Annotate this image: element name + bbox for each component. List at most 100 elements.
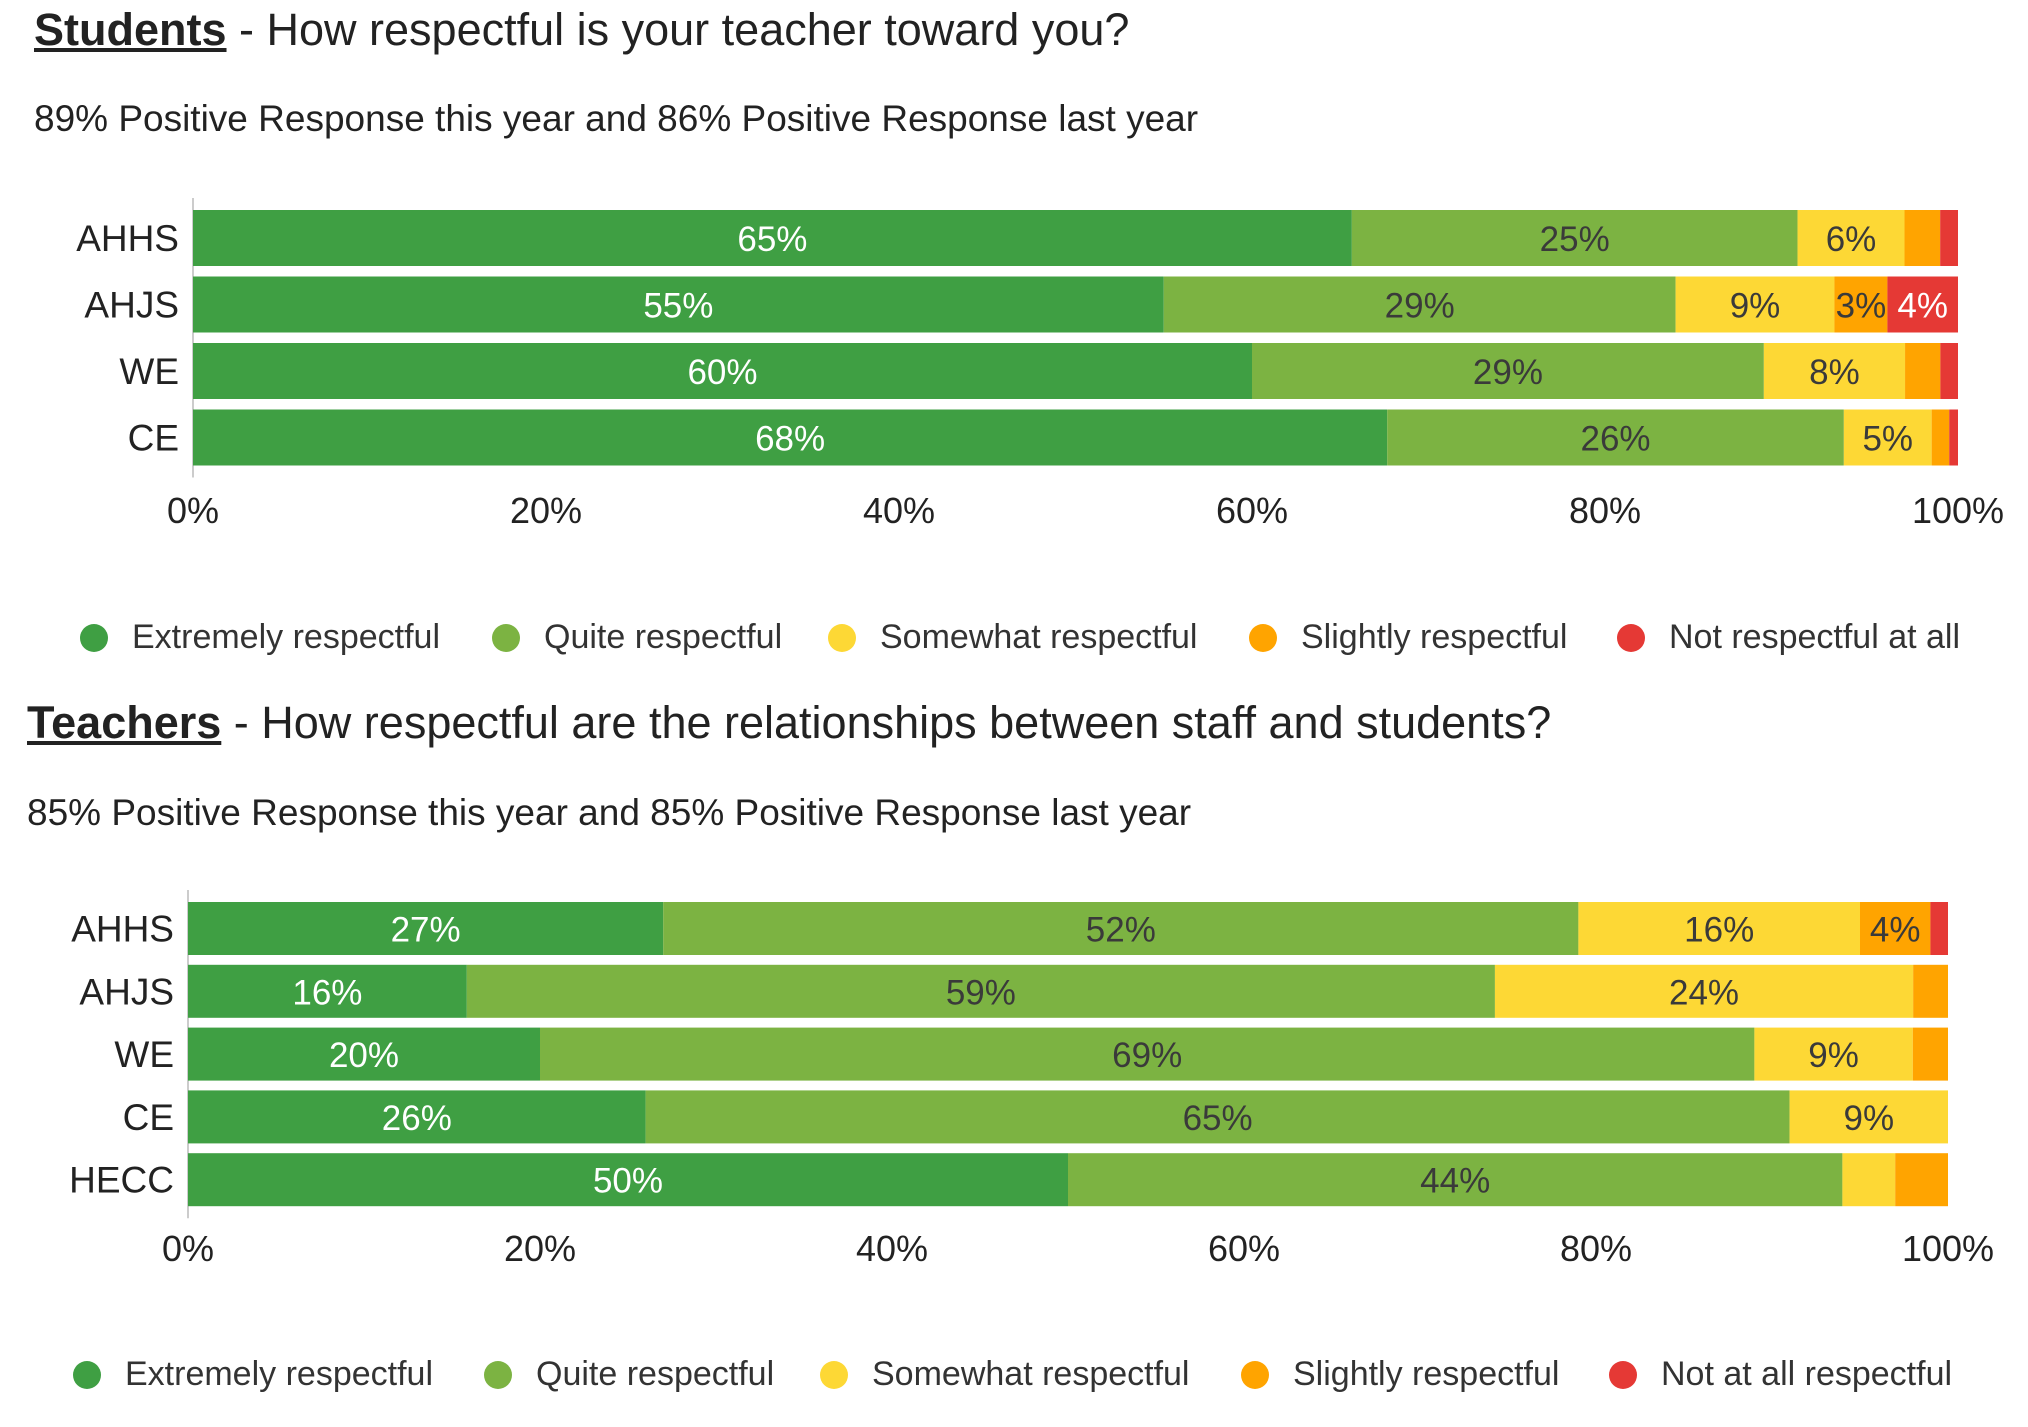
teachers-bar-ahhs-extremely-respectful[interactable] [188, 902, 664, 955]
students-bar-we-extremely-respectful[interactable] [193, 343, 1252, 399]
students-data-label-ahjs-not-respectful-at-all: 4% [1897, 287, 1948, 326]
students-data-label-ce-somewhat-respectful: 5% [1862, 420, 1913, 459]
students-bar-ahjs-extremely-respectful[interactable] [193, 276, 1164, 333]
students-title-text: - How respectful is your teacher toward … [226, 4, 1130, 55]
teachers-bar-we-quite-respectful[interactable] [540, 1027, 1755, 1081]
students-bar-ahjs-not-respectful-at-all[interactable] [1887, 276, 1958, 333]
students-bar-ahhs-quite-respectful[interactable] [1351, 210, 1798, 266]
teachers-legend-label: Not at all respectful [1661, 1355, 1953, 1393]
teachers-legend-item-extremely-respectful[interactable]: Extremely respectful [73, 1355, 433, 1394]
students-legend-item-slightly-respectful[interactable]: Slightly respectful [1249, 618, 1567, 657]
students-title-who: Students [34, 4, 227, 55]
students-bar-we-quite-respectful[interactable] [1252, 343, 1764, 399]
teachers-data-label-we-extremely-respectful: 20% [329, 1036, 399, 1075]
students-legend-item-somewhat-respectful[interactable]: Somewhat respectful [828, 618, 1198, 657]
teachers-data-label-we-quite-respectful: 69% [1112, 1036, 1182, 1075]
teachers-category-label-hecc: HECC [69, 1160, 174, 1201]
teachers-bar-ce-somewhat-respectful[interactable] [1789, 1090, 1948, 1144]
students-bar-ahhs-somewhat-respectful[interactable] [1797, 210, 1905, 266]
teachers-data-label-ahhs-slightly-respectful: 4% [1870, 911, 1921, 950]
students-legend-label: Extremely respectful [132, 618, 440, 656]
students-bar-we-not-respectful-at-all[interactable] [1940, 343, 1958, 399]
legend-dot-icon [828, 623, 856, 652]
students-bar-we-somewhat-respectful[interactable] [1763, 343, 1906, 399]
teachers-bar-ce-extremely-respectful[interactable] [188, 1090, 646, 1144]
teachers-legend-label: Extremely respectful [125, 1355, 433, 1393]
legend-dot-icon [1609, 1360, 1637, 1389]
students-legend-item-not-respectful-at-all[interactable]: Not respectful at all [1617, 618, 1960, 657]
students-bar-ahjs-somewhat-respectful[interactable] [1675, 276, 1835, 333]
teachers-subtitle: 85% Positive Response this year and 85% … [27, 792, 1192, 833]
teachers-data-label-ce-quite-respectful: 65% [1183, 1099, 1253, 1138]
teachers-legend-label: Quite respectful [536, 1355, 775, 1393]
teachers-category-label-we: WE [114, 1034, 174, 1075]
teachers-bar-we-slightly-respectful[interactable] [1912, 1027, 1948, 1081]
students-x-tick-40: 40% [863, 490, 935, 531]
students-title: Students - How respectful is your teache… [34, 4, 1129, 56]
students-bar-ce-quite-respectful[interactable] [1387, 409, 1844, 466]
teachers-legend-item-slightly-respectful[interactable]: Slightly respectful [1241, 1355, 1559, 1394]
students-x-tick-60: 60% [1216, 490, 1288, 531]
students-category-label-ahhs: AHHS [76, 218, 179, 259]
legend-dot-icon [1617, 623, 1645, 652]
legend-dot-icon [73, 1360, 101, 1389]
students-data-label-ahhs-extremely-respectful: 65% [737, 220, 807, 259]
students-data-label-we-quite-respectful: 29% [1473, 353, 1543, 392]
teachers-data-label-ce-extremely-respectful: 26% [382, 1099, 452, 1138]
legend-dot-icon [80, 623, 108, 652]
teachers-x-tick-80: 80% [1560, 1228, 1632, 1269]
students-category-label-ce: CE [128, 418, 179, 459]
teachers-legend-item-somewhat-respectful[interactable]: Somewhat respectful [820, 1355, 1190, 1394]
teachers-bar-ahjs-slightly-respectful[interactable] [1913, 964, 1948, 1018]
teachers-data-label-hecc-quite-respectful: 44% [1420, 1162, 1490, 1201]
teachers-bar-hecc-extremely-respectful[interactable] [188, 1153, 1068, 1207]
students-data-label-ce-quite-respectful: 26% [1581, 420, 1651, 459]
teachers-legend-label: Slightly respectful [1293, 1355, 1560, 1393]
teachers-bar-ahjs-somewhat-respectful[interactable] [1494, 964, 1914, 1018]
students-bar-ahhs-extremely-respectful[interactable] [193, 210, 1352, 266]
students-subtitle: 89% Positive Response this year and 86% … [34, 98, 1199, 139]
teachers-x-tick-0: 0% [162, 1228, 214, 1269]
teachers-bar-we-somewhat-respectful[interactable] [1754, 1027, 1913, 1081]
students-bar-ce-extremely-respectful[interactable] [193, 409, 1388, 466]
teachers-title-text: - How respectful are the relationships b… [221, 697, 1552, 748]
students-category-label-ahjs: AHJS [84, 285, 179, 326]
students-bar-ahjs-quite-respectful[interactable] [1163, 276, 1676, 333]
students-bar-we-slightly-respectful[interactable] [1905, 343, 1941, 399]
teachers-bar-ahhs-slightly-respectful[interactable] [1860, 902, 1931, 955]
teachers-bar-hecc-quite-respectful[interactable] [1068, 1153, 1843, 1207]
students-x-tick-80: 80% [1569, 490, 1641, 531]
teachers-x-tick-100: 100% [1902, 1228, 1994, 1269]
students-data-label-ce-extremely-respectful: 68% [755, 420, 825, 459]
teachers-bar-ahjs-extremely-respectful[interactable] [188, 964, 467, 1018]
students-legend-item-quite-respectful[interactable]: Quite respectful [492, 618, 782, 657]
teachers-bar-hecc-slightly-respectful[interactable] [1895, 1153, 1948, 1207]
students-bar-ahhs-slightly-respectful[interactable] [1904, 210, 1941, 266]
teachers-bar-ahhs-somewhat-respectful[interactable] [1578, 902, 1860, 955]
teachers-legend-label: Somewhat respectful [872, 1355, 1190, 1393]
teachers-title-who: Teachers [27, 697, 222, 748]
students-bar-ce-slightly-respectful[interactable] [1931, 409, 1950, 466]
teachers-bar-we-extremely-respectful[interactable] [188, 1027, 540, 1081]
teachers-data-label-ahhs-somewhat-respectful: 16% [1684, 911, 1754, 950]
students-data-label-ahhs-quite-respectful: 25% [1540, 220, 1610, 259]
students-x-tick-0: 0% [167, 490, 219, 531]
teachers-x-tick-20: 20% [504, 1228, 576, 1269]
teachers-data-label-ce-somewhat-respectful: 9% [1844, 1099, 1895, 1138]
teachers-bar-ahjs-quite-respectful[interactable] [466, 964, 1495, 1018]
teachers-data-label-we-somewhat-respectful: 9% [1808, 1036, 1859, 1075]
teachers-bar-hecc-somewhat-respectful[interactable] [1842, 1153, 1896, 1207]
students-legend-label: Quite respectful [544, 618, 783, 656]
students-bar-ce-not-respectful-at-all[interactable] [1949, 409, 1958, 466]
teachers-bar-ahhs-quite-respectful[interactable] [663, 902, 1579, 955]
students-bar-ahhs-not-respectful-at-all[interactable] [1940, 210, 1958, 266]
teachers-data-label-hecc-extremely-respectful: 50% [593, 1162, 663, 1201]
teachers-x-tick-40: 40% [856, 1228, 928, 1269]
students-bar-ce-somewhat-respectful[interactable] [1843, 409, 1932, 466]
students-legend-item-extremely-respectful[interactable]: Extremely respectful [80, 618, 440, 657]
teachers-bar-ahhs-not-at-all-respectful[interactable] [1930, 902, 1948, 955]
students-bar-ahjs-slightly-respectful[interactable] [1834, 276, 1888, 333]
teachers-bar-ce-quite-respectful[interactable] [645, 1090, 1790, 1144]
teachers-legend-item-quite-respectful[interactable]: Quite respectful [484, 1355, 774, 1394]
teachers-legend-item-not-at-all-respectful[interactable]: Not at all respectful [1609, 1355, 1952, 1394]
